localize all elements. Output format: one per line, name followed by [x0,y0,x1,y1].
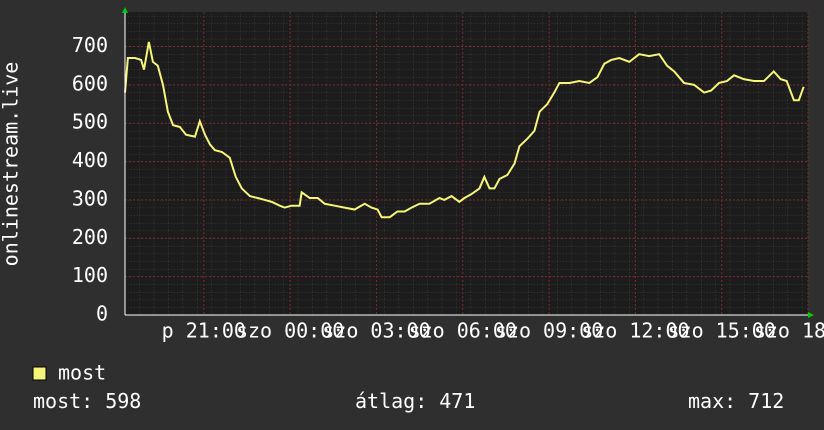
x-tick-label: szo 15:00 [668,319,776,343]
y-tick-label: 400 [72,148,108,172]
stat: max: 712 [688,389,784,413]
y-tick-label: 100 [72,263,108,287]
x-tick-label: szo 09:00 [495,319,603,343]
x-tick-label: szo 03:00 [322,319,430,343]
x-tick-label: szo 12:00 [581,319,689,343]
y-arrow [122,7,128,13]
legend-swatch [32,366,47,381]
minor-grid [125,12,808,315]
stat-label: most: [33,389,93,413]
y-tick-label: 600 [72,71,108,95]
stat-value: 471 [439,389,475,413]
y-tick-label: 0 [96,302,108,326]
x-tick-label: szo 00:00 [236,319,344,343]
y-tick-label: 700 [72,33,108,57]
y-tick-label: 200 [72,225,108,249]
stat: átlag: 471 [355,389,475,413]
series-line [124,41,805,219]
x-arrow [808,312,814,318]
layer [124,12,809,316]
y-tick-label: 300 [72,186,108,210]
y-tick-label: 500 [72,110,108,134]
stat-value: 598 [105,389,141,413]
stat-value: 712 [748,389,784,413]
stat-label: átlag: [355,389,427,413]
stat: most: 598 [33,389,141,413]
stat-label: max: [688,389,736,413]
x-tick-label: szo 18:00 [754,319,824,343]
legend-label: most [58,361,106,385]
x-tick-label: szo 06:00 [409,319,517,343]
y-axis-label: onlinestream.live [0,62,23,267]
x-tick-label: p 21:00 [162,319,246,343]
